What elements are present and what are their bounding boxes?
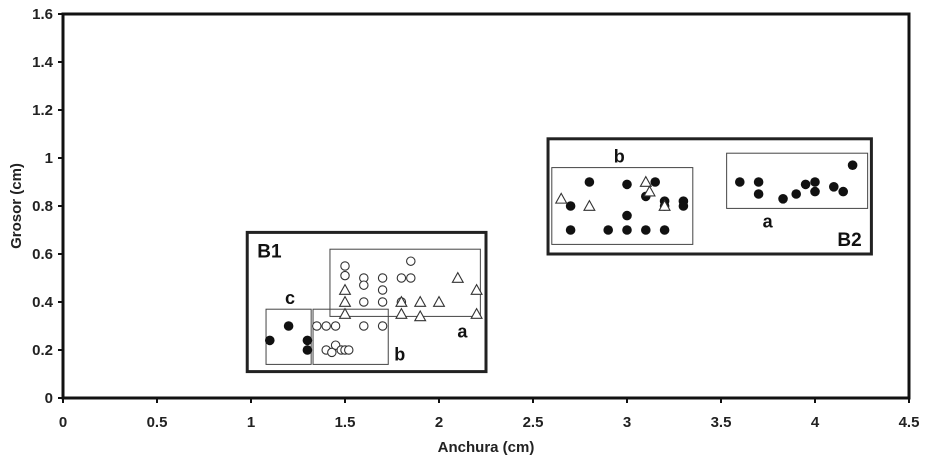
open-triangle-point	[451, 271, 465, 283]
filled-circle-point	[753, 189, 764, 199]
open-circle-point	[406, 273, 416, 283]
open-circle-point	[359, 280, 369, 290]
filled-circle-point	[847, 160, 858, 170]
group-box-c	[265, 308, 312, 365]
group-label: b	[614, 147, 625, 167]
group-box-b1	[245, 230, 488, 374]
filled-circle-point	[810, 177, 820, 187]
open-triangle-point	[658, 199, 671, 211]
filled-circle-point	[659, 225, 670, 235]
x-tick-label: 0.5	[147, 414, 168, 431]
group-label: b	[394, 344, 405, 364]
open-circle-point	[377, 273, 388, 283]
group-label: c	[285, 288, 295, 308]
open-circle-point	[406, 256, 416, 266]
open-circle-point	[377, 321, 388, 331]
y-tick-label: 0.2	[32, 342, 53, 359]
x-tick-label: 4	[811, 414, 820, 431]
y-tick-label: 1	[45, 150, 53, 167]
filled-circle-point	[302, 335, 313, 346]
open-circle-point	[396, 273, 407, 283]
filled-circle-point	[810, 186, 820, 197]
open-triangle-point	[639, 175, 653, 187]
group-box-a	[726, 152, 869, 209]
group-box-b	[312, 308, 389, 365]
group-box-b	[551, 167, 694, 245]
y-tick-label: 0.8	[32, 198, 53, 215]
group-label: a	[763, 211, 774, 231]
filled-circle-point	[565, 201, 576, 211]
open-circle-point	[330, 321, 341, 331]
filled-circle-point	[302, 345, 313, 355]
x-tick-label: 1.5	[335, 414, 356, 431]
open-triangle-point	[413, 309, 427, 322]
group-label: a	[457, 321, 468, 341]
y-axis-ticks: 0 0.2 0.4 0.6 0.8 1 1.2 1.4 1.6	[32, 6, 63, 407]
y-tick-label: 0.6	[32, 246, 53, 263]
open-circle-point	[327, 347, 337, 358]
filled-circle-point	[622, 179, 632, 190]
group-box-b2	[546, 137, 873, 256]
x-tick-label: 1	[247, 414, 255, 431]
open-circle-point	[340, 270, 350, 281]
open-circle-point	[377, 285, 388, 295]
open-circle-point	[312, 321, 322, 331]
x-tick-label: 4.5	[899, 414, 920, 431]
open-circle-point	[340, 261, 350, 271]
open-triangle-point	[432, 295, 446, 307]
filled-circle-point	[565, 225, 576, 235]
filled-circle-point	[265, 335, 275, 346]
filled-circle-point	[838, 186, 848, 197]
group-boxes: B1 B2 a b c b a	[245, 137, 873, 374]
filled-circle-point	[829, 182, 839, 192]
y-tick-label: 0	[45, 390, 53, 407]
open-circle-point	[377, 297, 388, 307]
y-tick-label: 1.4	[32, 54, 54, 71]
x-tick-label: 3	[623, 414, 631, 431]
open-circle-point	[359, 321, 369, 331]
y-axis-title: Grosor (cm)	[8, 163, 25, 249]
open-triangle-point	[338, 295, 352, 307]
open-triangle-point	[583, 199, 596, 211]
open-triangle-point	[395, 307, 408, 319]
data-points	[265, 160, 858, 358]
y-tick-label: 0.4	[32, 294, 54, 311]
group-label: B2	[837, 230, 861, 251]
filled-circle-point	[584, 177, 595, 187]
x-tick-label: 2.5	[523, 414, 544, 431]
open-triangle-point	[643, 185, 656, 197]
filled-circle-point	[791, 189, 801, 199]
filled-circle-point	[283, 321, 294, 331]
filled-circle-point	[753, 177, 764, 187]
open-triangle-point	[395, 295, 408, 307]
open-triangle-point	[470, 283, 483, 295]
x-axis-title: Anchura (cm)	[438, 439, 535, 456]
filled-circle-point	[622, 225, 632, 235]
open-triangle-point	[413, 295, 427, 307]
filled-circle-point	[778, 194, 788, 204]
filled-circle-point	[678, 201, 689, 211]
x-tick-label: 3.5	[711, 414, 732, 431]
open-triangle-point	[554, 192, 568, 204]
open-triangle-point	[338, 307, 352, 319]
x-tick-label: 0	[59, 414, 67, 431]
filled-circle-point	[650, 177, 660, 187]
filled-circle-point	[641, 225, 651, 235]
open-triangle-point	[338, 283, 352, 295]
x-axis-ticks: 0 0.5 1 1.5 2 2.5 3 3.5 4 4.5	[59, 398, 920, 431]
y-tick-label: 1.2	[32, 102, 53, 119]
filled-circle-point	[622, 210, 632, 221]
open-circle-point	[359, 297, 369, 307]
open-triangle-point	[470, 307, 483, 319]
filled-circle-point	[735, 177, 745, 187]
filled-circle-point	[603, 225, 613, 235]
x-tick-label: 2	[435, 414, 443, 431]
open-circle-point	[344, 345, 354, 355]
y-tick-label: 1.6	[32, 6, 53, 23]
open-circle-point	[321, 321, 331, 331]
group-label: B1	[257, 241, 282, 262]
filled-circle-point	[800, 179, 811, 190]
